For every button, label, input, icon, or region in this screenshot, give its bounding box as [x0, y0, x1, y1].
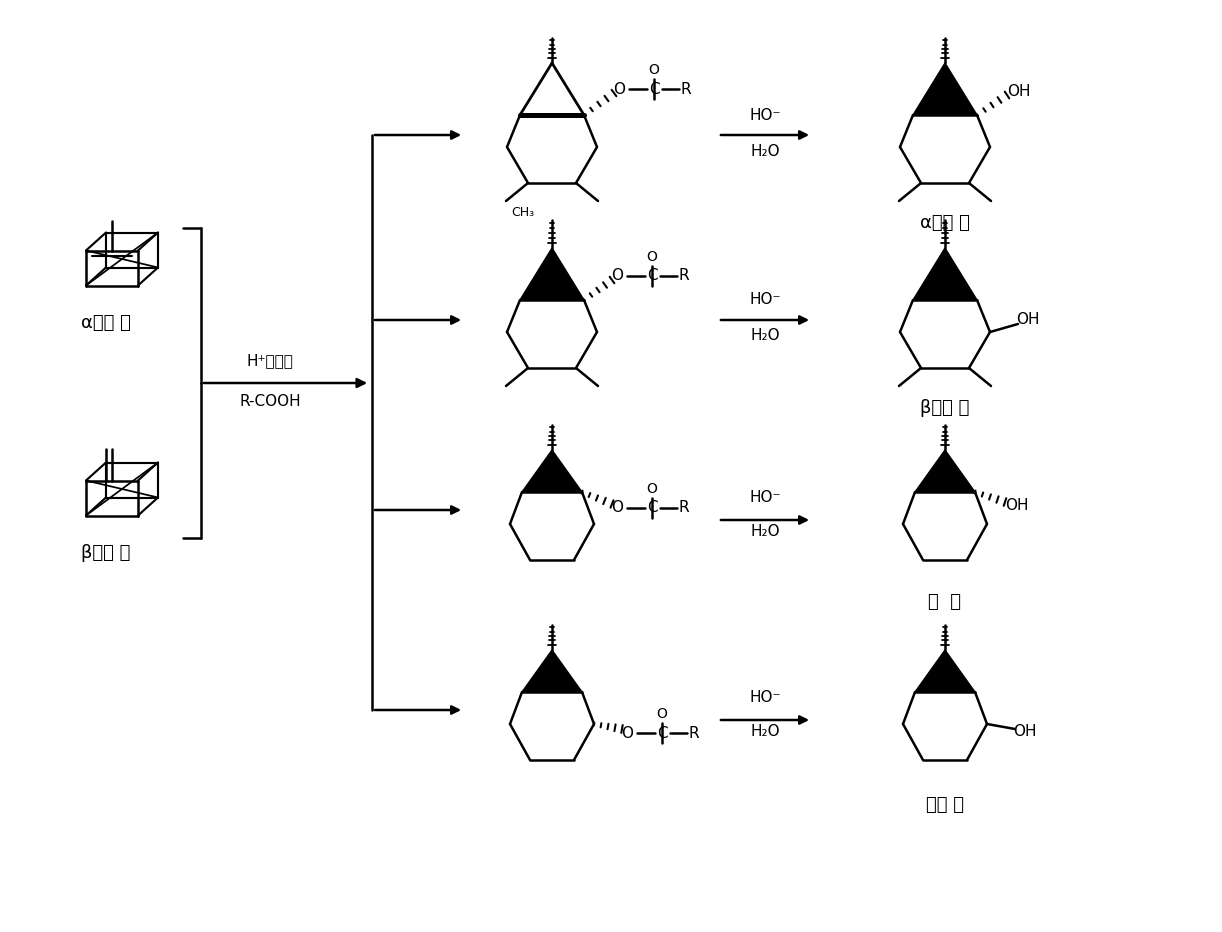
Text: C: C [649, 81, 660, 97]
Polygon shape [522, 650, 582, 692]
Text: C: C [656, 725, 667, 741]
Text: HO⁻: HO⁻ [749, 490, 781, 505]
Text: 异龙 脑: 异龙 脑 [926, 796, 964, 814]
Text: H⁺制化剂: H⁺制化剂 [247, 353, 293, 368]
Text: H₂O: H₂O [750, 328, 780, 344]
Text: C: C [646, 268, 657, 283]
Text: O: O [649, 63, 660, 77]
Text: β－派 烯: β－派 烯 [82, 544, 131, 562]
Text: β－荁 醇: β－荁 醇 [920, 399, 970, 417]
Polygon shape [522, 450, 582, 492]
Polygon shape [521, 248, 584, 300]
Text: OH: OH [1007, 84, 1030, 99]
Text: O: O [646, 482, 657, 496]
Text: O: O [656, 707, 667, 721]
Text: O: O [611, 268, 623, 283]
Text: C: C [646, 500, 657, 515]
Text: R-COOH: R-COOH [240, 393, 301, 408]
Text: H₂O: H₂O [750, 724, 780, 739]
Text: OH: OH [1017, 312, 1040, 327]
Text: O: O [646, 250, 657, 264]
Text: H₂O: H₂O [750, 144, 780, 158]
Polygon shape [915, 650, 975, 692]
Text: O: O [621, 725, 633, 741]
Text: R: R [678, 268, 689, 283]
Text: O: O [613, 81, 624, 97]
Text: α－派 烯: α－派 烯 [81, 314, 131, 332]
Text: HO⁻: HO⁻ [749, 691, 781, 706]
Text: OH: OH [1006, 499, 1029, 514]
Text: α－荁 醇: α－荁 醇 [920, 214, 970, 232]
Text: 龙  脑: 龙 脑 [929, 593, 962, 611]
Text: HO⁻: HO⁻ [749, 107, 781, 122]
Text: R: R [678, 500, 689, 515]
Polygon shape [915, 450, 975, 492]
Polygon shape [913, 63, 978, 115]
Text: R: R [681, 81, 692, 97]
Text: H₂O: H₂O [750, 525, 780, 540]
Text: HO⁻: HO⁻ [749, 293, 781, 308]
Text: CH₃: CH₃ [511, 205, 534, 218]
Text: OH: OH [1013, 724, 1036, 739]
Polygon shape [913, 248, 978, 300]
Text: O: O [611, 500, 623, 515]
Text: R: R [689, 725, 699, 741]
